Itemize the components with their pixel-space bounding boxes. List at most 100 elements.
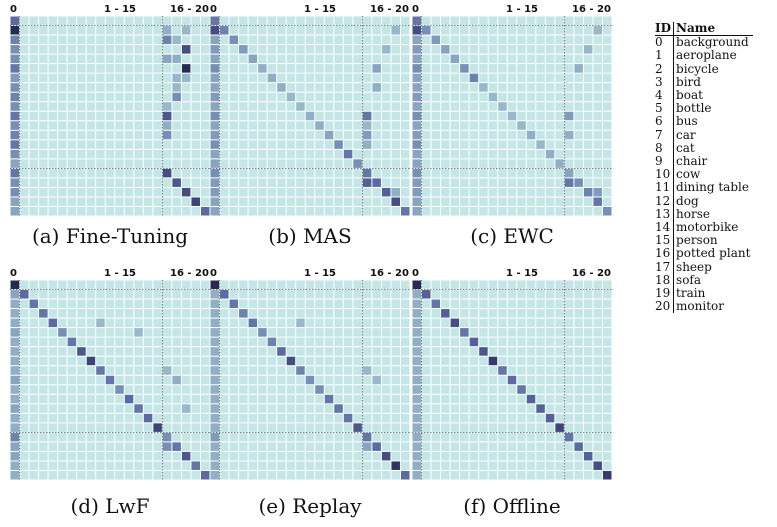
matrix-cell bbox=[593, 140, 602, 149]
matrix-cell bbox=[507, 111, 517, 121]
matrix-cell bbox=[286, 54, 296, 64]
matrix-cell bbox=[124, 309, 134, 318]
matrix-cell bbox=[479, 149, 488, 159]
matrix-cell bbox=[324, 385, 334, 394]
legend-row: 11 dining table bbox=[655, 181, 753, 195]
matrix-cell bbox=[517, 102, 526, 111]
matrix-cell bbox=[334, 385, 343, 394]
legend-row: 14 motorbike bbox=[655, 220, 753, 235]
matrix-cell bbox=[181, 470, 191, 480]
matrix-cell bbox=[498, 121, 507, 130]
matrix-cell bbox=[536, 140, 545, 149]
matrix-cell bbox=[498, 328, 507, 337]
matrix-cell bbox=[10, 337, 20, 347]
matrix-cell bbox=[305, 35, 315, 45]
matrix-cell bbox=[362, 121, 372, 130]
matrix-cell bbox=[441, 432, 450, 442]
matrix-cell bbox=[583, 187, 593, 197]
matrix-cell bbox=[412, 130, 422, 140]
matrix-cell bbox=[229, 168, 239, 178]
matrix-cell bbox=[545, 309, 555, 318]
matrix-cell bbox=[20, 121, 29, 130]
matrix-cell bbox=[248, 92, 258, 102]
matrix-cell bbox=[96, 102, 105, 111]
matrix-cell bbox=[583, 432, 593, 442]
matrix-cell bbox=[124, 442, 134, 451]
matrix-cell bbox=[162, 375, 172, 385]
matrix-cell bbox=[507, 318, 517, 328]
matrix-cell bbox=[545, 394, 555, 404]
matrix-cell bbox=[239, 461, 248, 470]
matrix-cell bbox=[488, 442, 498, 451]
matrix-cell bbox=[258, 187, 267, 197]
matrix-cell bbox=[450, 83, 460, 92]
matrix-cell bbox=[450, 16, 460, 26]
matrix-cell bbox=[469, 432, 479, 442]
matrix-cell bbox=[10, 347, 20, 356]
matrix-cell bbox=[39, 461, 48, 470]
matrix-cell bbox=[353, 461, 362, 470]
matrix-cell bbox=[305, 290, 315, 299]
matrix-cell bbox=[296, 26, 305, 35]
matrix-cell bbox=[381, 356, 391, 366]
matrix-cell bbox=[412, 73, 422, 83]
matrix-cell bbox=[105, 26, 115, 35]
matrix-cell bbox=[469, 309, 479, 318]
matrix-cell bbox=[469, 121, 479, 130]
panel-caption: (c) EWC bbox=[470, 224, 554, 248]
matrix-cell bbox=[172, 92, 181, 102]
matrix-cell bbox=[517, 197, 526, 206]
matrix-cell bbox=[162, 290, 172, 299]
matrix-cell bbox=[574, 356, 583, 366]
matrix-cell bbox=[334, 26, 343, 35]
matrix-cell bbox=[286, 461, 296, 470]
matrix-cell bbox=[10, 413, 20, 423]
matrix-cell bbox=[324, 290, 334, 299]
matrix-cell bbox=[10, 16, 20, 26]
matrix-cell bbox=[153, 299, 162, 309]
matrix-cell bbox=[431, 54, 441, 64]
matrix-cell bbox=[441, 83, 450, 92]
matrix-cell bbox=[20, 102, 29, 111]
matrix-cell bbox=[172, 111, 181, 121]
matrix-cell bbox=[400, 461, 410, 470]
matrix-cell bbox=[239, 280, 248, 290]
matrix-cell bbox=[593, 54, 602, 64]
legend-class-id: 7 bbox=[655, 128, 675, 142]
matrix-cell bbox=[400, 178, 410, 187]
matrix-cell bbox=[517, 159, 526, 168]
legend-class-id: 14 bbox=[655, 220, 675, 235]
matrix-cell bbox=[536, 423, 545, 432]
matrix-cell bbox=[479, 290, 488, 299]
matrix-cell bbox=[105, 140, 115, 149]
matrix-cell bbox=[39, 73, 48, 83]
matrix-cell bbox=[343, 83, 353, 92]
matrix-cell bbox=[67, 385, 77, 394]
matrix-cell bbox=[162, 385, 172, 394]
matrix-cell bbox=[58, 168, 67, 178]
matrix-cell bbox=[391, 366, 400, 375]
matrix-cell bbox=[469, 318, 479, 328]
matrix-cell bbox=[536, 102, 545, 111]
matrix-cell bbox=[296, 385, 305, 394]
matrix-cell bbox=[20, 290, 29, 299]
matrix-cell bbox=[574, 423, 583, 432]
matrix-cell bbox=[286, 16, 296, 26]
matrix-cell bbox=[162, 140, 172, 149]
matrix-cell bbox=[305, 140, 315, 149]
matrix-cell bbox=[200, 159, 210, 168]
matrix-cell bbox=[200, 197, 210, 206]
matrix-cell bbox=[441, 140, 450, 149]
matrix-cell bbox=[124, 366, 134, 375]
matrix-cell bbox=[507, 347, 517, 356]
matrix-cell bbox=[162, 280, 172, 290]
matrix-cell bbox=[220, 280, 229, 290]
matrix-cell bbox=[277, 64, 286, 73]
matrix-cell bbox=[200, 73, 210, 83]
matrix-cell bbox=[460, 309, 469, 318]
matrix-cell bbox=[153, 470, 162, 480]
matrix-cell bbox=[343, 159, 353, 168]
matrix-cell bbox=[343, 92, 353, 102]
matrix-cell bbox=[334, 432, 343, 442]
matrix-cell bbox=[77, 356, 86, 366]
